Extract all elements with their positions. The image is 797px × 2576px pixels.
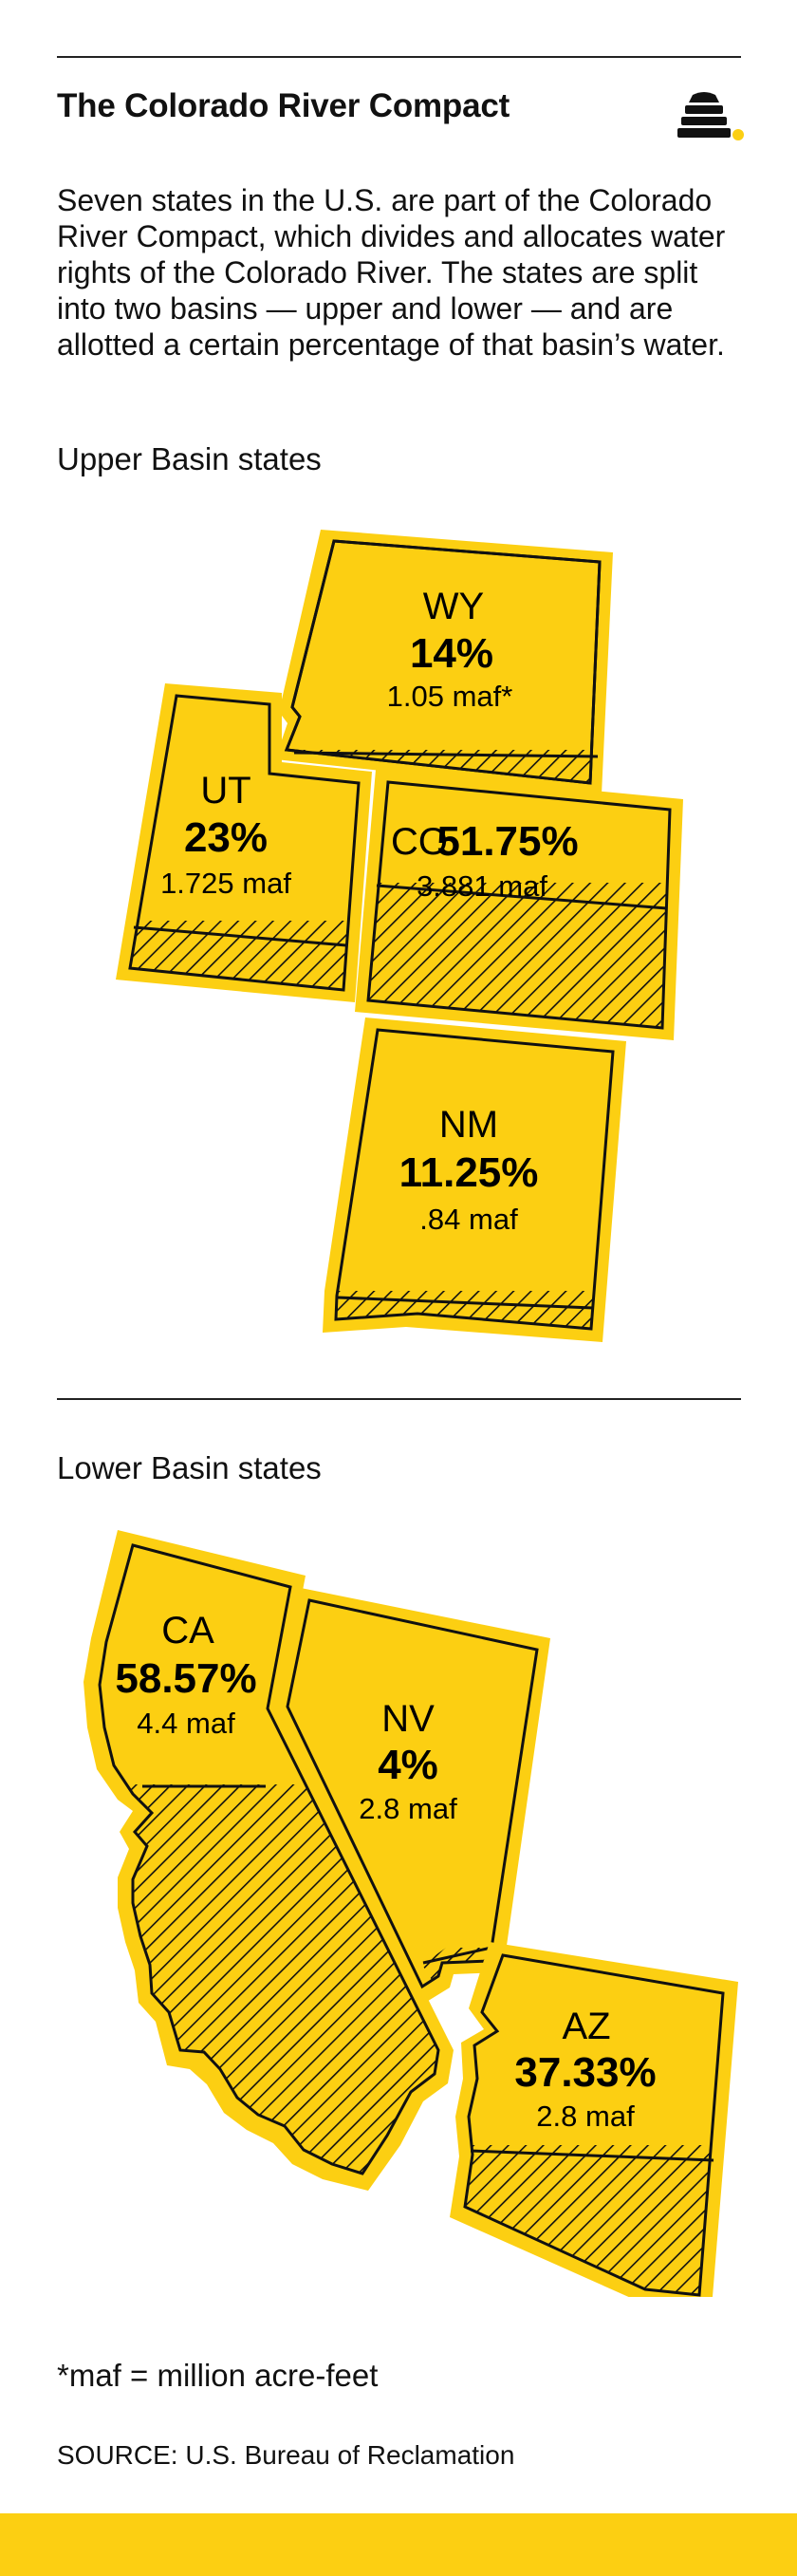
top-rule <box>57 56 741 58</box>
nm-abbr: NM <box>439 1104 498 1146</box>
nv-maf: 2.8 maf <box>359 1792 457 1825</box>
footer-bar <box>0 2513 797 2576</box>
state-nm: NM 11.25% .84 maf <box>323 1017 626 1342</box>
nv-hatched-share <box>422 1948 493 1980</box>
az-percent: 37.33% <box>514 2049 656 2096</box>
state-az: AZ 37.33% 2.8 maf <box>450 1942 738 2297</box>
upper-basin-map: WY 14% 1.05 maf* UT 23% 1.725 maf CO 51.… <box>116 530 683 1342</box>
co-percent: 51.75% <box>436 818 578 865</box>
nv-percent: 4% <box>378 1742 438 1788</box>
wy-abbr: WY <box>423 586 484 627</box>
footnote: *maf = million acre-feet <box>57 2358 379 2393</box>
page-title: The Colorado River Compact <box>57 87 510 124</box>
ut-abbr: UT <box>200 770 250 812</box>
wy-maf: 1.05 maf* <box>387 680 513 713</box>
state-wy: WY 14% 1.05 maf* <box>275 530 613 794</box>
ut-maf: 1.725 maf <box>160 867 291 900</box>
section-divider <box>57 1398 741 1400</box>
lower-basin-map: CA 58.57% 4.4 maf NV 4% 2.8 maf AZ 37.33… <box>83 1530 738 2297</box>
nm-maf: .84 maf <box>419 1203 518 1236</box>
nv-abbr: NV <box>381 1698 435 1740</box>
wy-percent: 14% <box>410 630 493 677</box>
az-abbr: AZ <box>562 2006 610 2047</box>
source-credit: SOURCE: U.S. Bureau of Reclamation <box>57 2440 515 2470</box>
co-abbr: CO <box>391 821 448 863</box>
beehive-icon <box>677 92 744 140</box>
co-maf: 3.881 maf <box>417 869 547 903</box>
intro-text: Seven states in the U.S. are part of the… <box>57 183 726 362</box>
state-co: CO 51.75% 3.881 maf <box>355 770 683 1040</box>
lower-basin-label: Lower Basin states <box>57 1450 322 1485</box>
ca-maf: 4.4 maf <box>137 1707 235 1740</box>
ut-percent: 23% <box>184 814 268 861</box>
state-ut: UT 23% 1.725 maf <box>116 683 372 1002</box>
ca-abbr: CA <box>161 1610 214 1652</box>
nm-percent: 11.25% <box>399 1149 539 1196</box>
state-nv: NV 4% 2.8 maf <box>275 1587 550 2003</box>
az-maf: 2.8 maf <box>536 2100 635 2133</box>
upper-basin-label: Upper Basin states <box>57 441 322 476</box>
ca-percent: 58.57% <box>115 1655 256 1702</box>
